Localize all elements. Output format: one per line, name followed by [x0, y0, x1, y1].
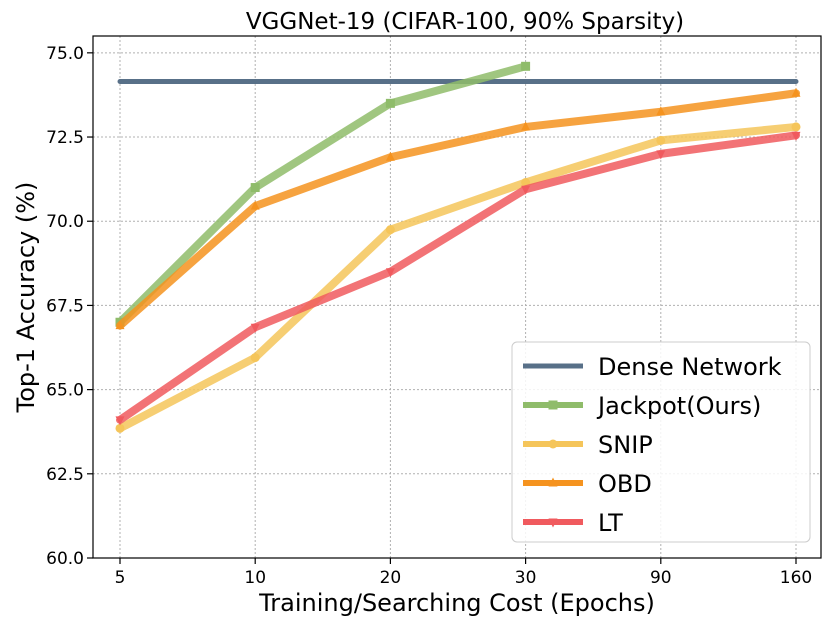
- data-point: [250, 323, 260, 333]
- plot-frame: [92, 35, 822, 559]
- data-point: [791, 131, 801, 141]
- series-jackpot-ours: [115, 61, 531, 327]
- data-point: [791, 122, 801, 132]
- legend-item-lt: LT: [523, 509, 623, 537]
- data-point: [521, 61, 531, 71]
- x-tick-label: 160: [780, 568, 812, 588]
- legend-item-jackpot-ours: Jackpot(Ours): [523, 392, 761, 420]
- legend-marker: [548, 477, 558, 487]
- data-point: [115, 423, 125, 433]
- x-tick-label: 90: [650, 568, 672, 588]
- data-point: [791, 87, 801, 97]
- x-axis-label: Training/Searching Cost (Epochs): [258, 589, 655, 617]
- data-point: [385, 268, 395, 278]
- legend-item-dense-network: Dense Network: [523, 353, 782, 381]
- data-point: [385, 225, 395, 235]
- data-point: [385, 151, 395, 161]
- x-tick-label: 5: [115, 568, 126, 588]
- legend: Dense Network Jackpot(Ours) SNIP OBD LT: [511, 341, 811, 543]
- data-point: [656, 150, 666, 160]
- y-tick-label: 60.0: [46, 549, 84, 569]
- legend-label: LT: [598, 509, 623, 537]
- y-axis-label: Top-1 Accuracy (%): [12, 182, 40, 414]
- series-line: [116, 122, 800, 433]
- legend-label: SNIP: [598, 431, 653, 459]
- series-lt: [115, 131, 801, 426]
- legend-label: Jackpot(Ours): [596, 392, 761, 420]
- data-point: [250, 183, 260, 193]
- y-tick-label: 62.5: [46, 465, 84, 485]
- data-point: [656, 106, 666, 116]
- y-tick-label: 72.5: [46, 128, 84, 148]
- data-point: [250, 200, 260, 210]
- grid: [93, 36, 821, 559]
- x-tick-label: 10: [244, 568, 266, 588]
- series-line: [116, 62, 530, 327]
- data-point: [521, 185, 531, 195]
- legend-label: Dense Network: [598, 353, 782, 381]
- y-tick-label: 75.0: [46, 44, 84, 64]
- legend-item-snip: SNIP: [523, 431, 653, 459]
- legend-marker: [548, 518, 558, 528]
- legend-box: [511, 341, 811, 543]
- data-point: [115, 416, 125, 426]
- x-tick-label: 30: [515, 568, 537, 588]
- data-point: [250, 353, 260, 363]
- legend-label: OBD: [598, 470, 652, 498]
- data-point: [115, 320, 125, 330]
- data-point: [521, 121, 531, 131]
- y-tick-label: 67.5: [46, 296, 84, 316]
- ticks: 60.0 62.5 65.0 67.5 70.0 72.5 75.0 5 10 20 30 90 160: [46, 44, 812, 588]
- series-obd: [115, 87, 801, 330]
- y-tick-label: 65.0: [46, 381, 84, 401]
- y-tick-label: 70.0: [46, 212, 84, 232]
- series-layer: [115, 61, 801, 433]
- legend-marker: [548, 439, 558, 449]
- legend-marker: [548, 400, 558, 410]
- data-point: [385, 98, 395, 108]
- chart-title: VGGNet-19 (CIFAR-100, 90% Sparsity): [246, 9, 684, 35]
- series-line: [116, 131, 800, 424]
- x-tick-label: 20: [380, 568, 402, 588]
- legend-item-obd: OBD: [523, 470, 652, 498]
- data-point: [656, 135, 666, 145]
- series-line: [116, 89, 800, 330]
